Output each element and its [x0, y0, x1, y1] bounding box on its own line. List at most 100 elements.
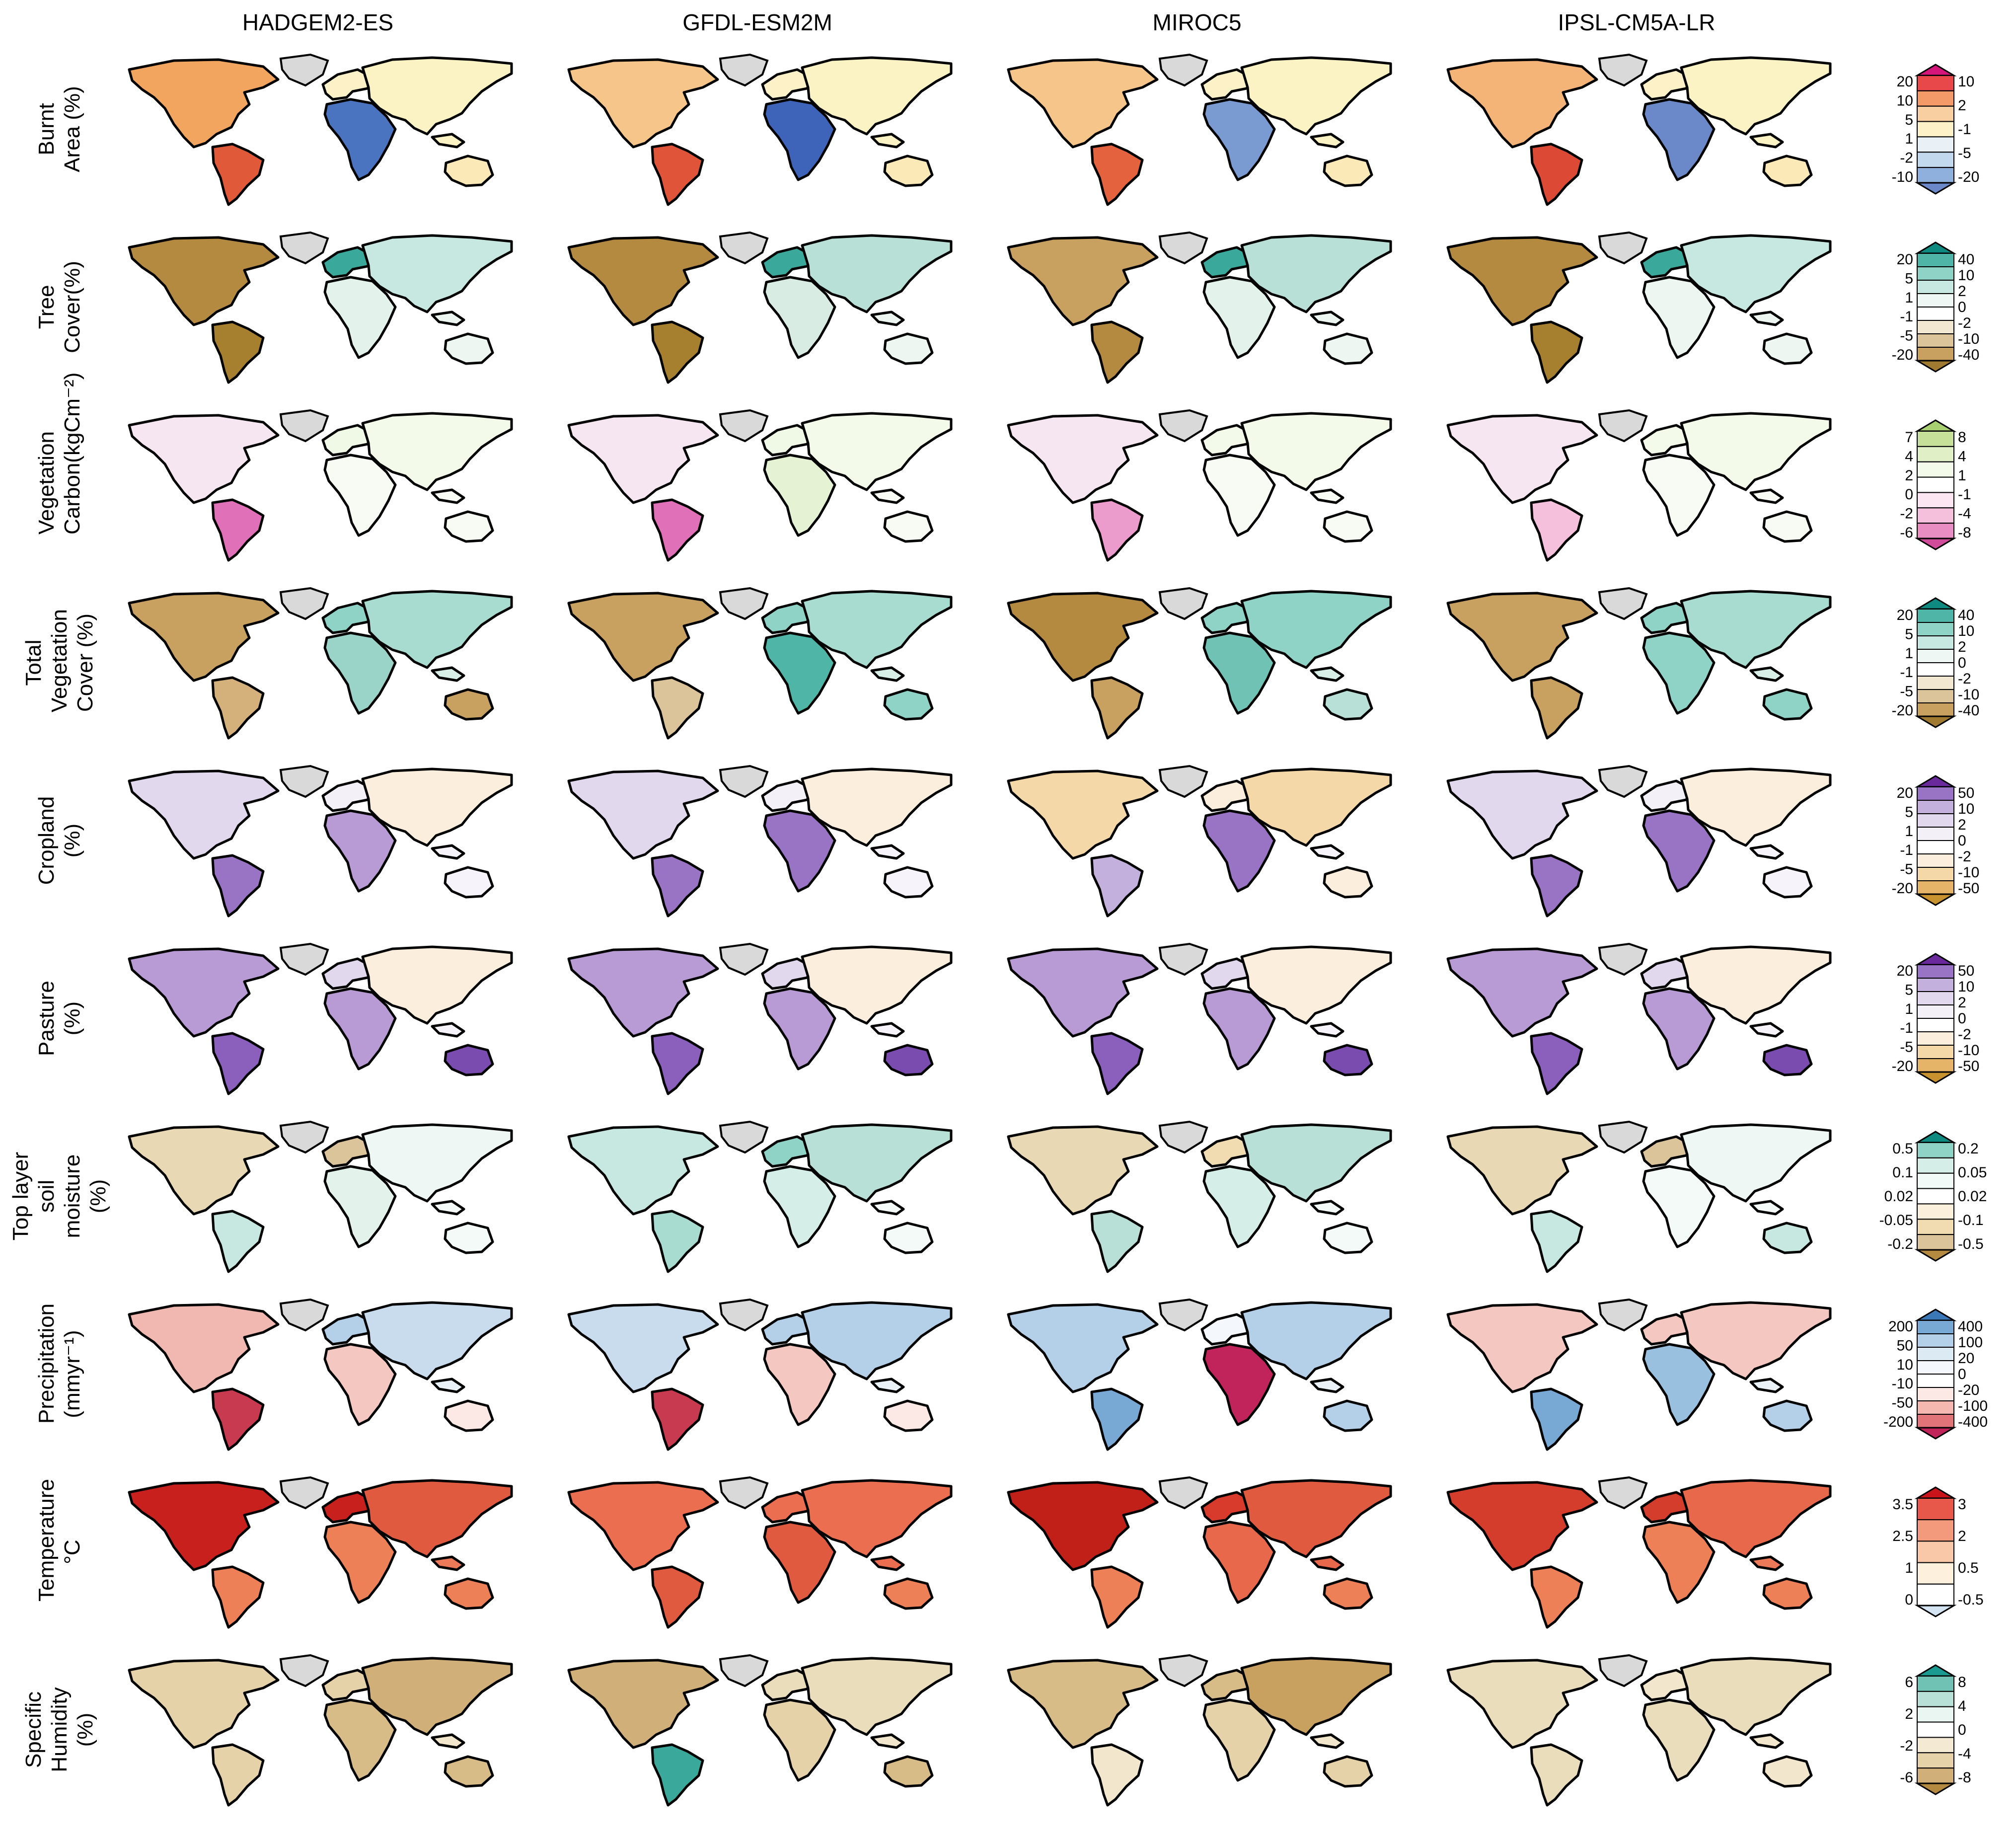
region-asia: [1240, 56, 1392, 136]
region-eu: [1640, 68, 1693, 101]
region-af: [1642, 454, 1716, 537]
colorbar-tick-label: -1: [1900, 308, 1913, 325]
colorbar-tick-label: -20: [1892, 347, 1913, 363]
region-sa: [211, 1032, 265, 1095]
colorbar-tick-label: -0.05: [1879, 1212, 1913, 1228]
region-is: [1310, 310, 1344, 326]
colorbar-band: [1917, 1387, 1954, 1401]
colorbar-band: [1917, 90, 1954, 107]
region-au: [883, 1222, 934, 1254]
region-sa: [651, 320, 704, 384]
colorbar-tick-label: -5: [1958, 145, 1971, 161]
region-na: [128, 769, 280, 860]
colorbar-band: [1917, 800, 1954, 814]
region-asia: [1240, 768, 1392, 847]
region-af: [1642, 631, 1716, 715]
row-label-line: moisture (%): [60, 1154, 110, 1238]
colorbar-tick-label: 0.5: [1892, 1141, 1913, 1157]
greenland-region: [279, 1298, 329, 1332]
column-header-miroc5: MIROC5: [1152, 9, 1242, 35]
greenland-region: [1158, 942, 1208, 976]
colorbar-tick-label: 2: [1958, 97, 1966, 114]
region-au: [1323, 1577, 1373, 1610]
region-au: [883, 1044, 934, 1076]
world-map: [1007, 765, 1392, 918]
colorbar-tick-label: 3: [1958, 1496, 1966, 1513]
row-label-line: Vegetation: [34, 431, 59, 535]
region-au: [1762, 332, 1813, 365]
region-eu: [321, 1135, 374, 1168]
colorbar-tick-label: 1: [1905, 131, 1913, 147]
greenland-region: [719, 587, 769, 620]
region-na: [567, 414, 719, 504]
colorbar-tick-label: -0.2: [1887, 1236, 1913, 1252]
region-na: [128, 1481, 280, 1571]
region-na: [1007, 1125, 1159, 1216]
colorbar-tick-label: 2: [1905, 1706, 1913, 1722]
greenland-region: [1158, 1476, 1208, 1510]
region-is: [1310, 1022, 1344, 1038]
region-sa: [651, 498, 704, 562]
colorbar-band: [1917, 1690, 1954, 1707]
map-panel: [993, 939, 1401, 1098]
colorbar-band: [1917, 1706, 1954, 1723]
region-sa: [1090, 1565, 1144, 1629]
region-af: [763, 98, 836, 181]
map-panel: [1433, 1295, 1840, 1454]
world-map: [1007, 942, 1392, 1095]
map-panel: [993, 228, 1401, 386]
region-na: [1446, 414, 1598, 504]
region-asia: [1240, 1479, 1392, 1558]
row-label-line: °C: [60, 1539, 84, 1564]
colorbar-tick-label: 1: [1905, 645, 1913, 662]
region-eu: [1200, 1669, 1253, 1701]
region-eu: [1200, 1491, 1253, 1524]
region-sa: [1090, 676, 1144, 740]
region-sa: [1530, 1032, 1583, 1095]
region-is: [1749, 1200, 1784, 1216]
colorbar-band: [1917, 1374, 1954, 1388]
row-label: Tree Cover(%): [10, 257, 109, 357]
colorbar-band: [1917, 507, 1954, 524]
colorbar-band: [1917, 1400, 1954, 1415]
colorbar-tick-label: 5: [1905, 804, 1913, 820]
region-na: [1446, 1481, 1598, 1571]
region-af: [1642, 809, 1716, 893]
greenland-region: [1158, 231, 1208, 265]
region-au: [1762, 688, 1813, 721]
region-asia: [361, 1479, 513, 1558]
region-asia: [1680, 56, 1832, 136]
region-au: [444, 154, 494, 187]
region-asia: [1680, 945, 1832, 1025]
colorbar-tick-label: -20: [1958, 169, 1979, 185]
region-af: [323, 454, 397, 537]
colorbar-tick-label: -5: [1900, 328, 1913, 344]
region-eu: [1200, 424, 1253, 457]
region-au: [883, 866, 934, 899]
greenland-region: [1158, 1654, 1208, 1688]
region-is: [1749, 666, 1784, 682]
region-af: [1642, 1343, 1716, 1426]
region-is: [1310, 1733, 1344, 1749]
map-panel: [993, 50, 1401, 209]
row-label-line: Top layer soil: [8, 1151, 59, 1241]
world-map: [567, 53, 953, 206]
row-label-line: Carbon(kgCm⁻²): [60, 372, 84, 535]
colorbar-tick-label: 1: [1905, 290, 1913, 306]
colorbar-tick-label: -200: [1883, 1414, 1913, 1430]
colorbar-tick-label: -5: [1900, 861, 1913, 878]
colorbar-tick-label: -1: [1900, 1020, 1913, 1036]
greenland-region: [279, 942, 329, 976]
row-label-line: Temperature: [34, 1478, 59, 1602]
region-asia: [801, 1657, 953, 1736]
colorbar-tick-label: -50: [1892, 1395, 1913, 1411]
colorbar-legend: 20 5 1 -1 -5 -20 50 10 2 0 -2 -10 -50: [1872, 761, 1987, 920]
world-map: [1007, 409, 1392, 562]
region-af: [1642, 276, 1716, 359]
colorbar-band: [1917, 867, 1954, 881]
colorbar-band: [1917, 1737, 1954, 1754]
colorbar-lower-extend: [1914, 1249, 1957, 1262]
region-is: [1749, 488, 1784, 504]
region-is: [431, 488, 465, 504]
region-eu: [321, 1491, 374, 1524]
